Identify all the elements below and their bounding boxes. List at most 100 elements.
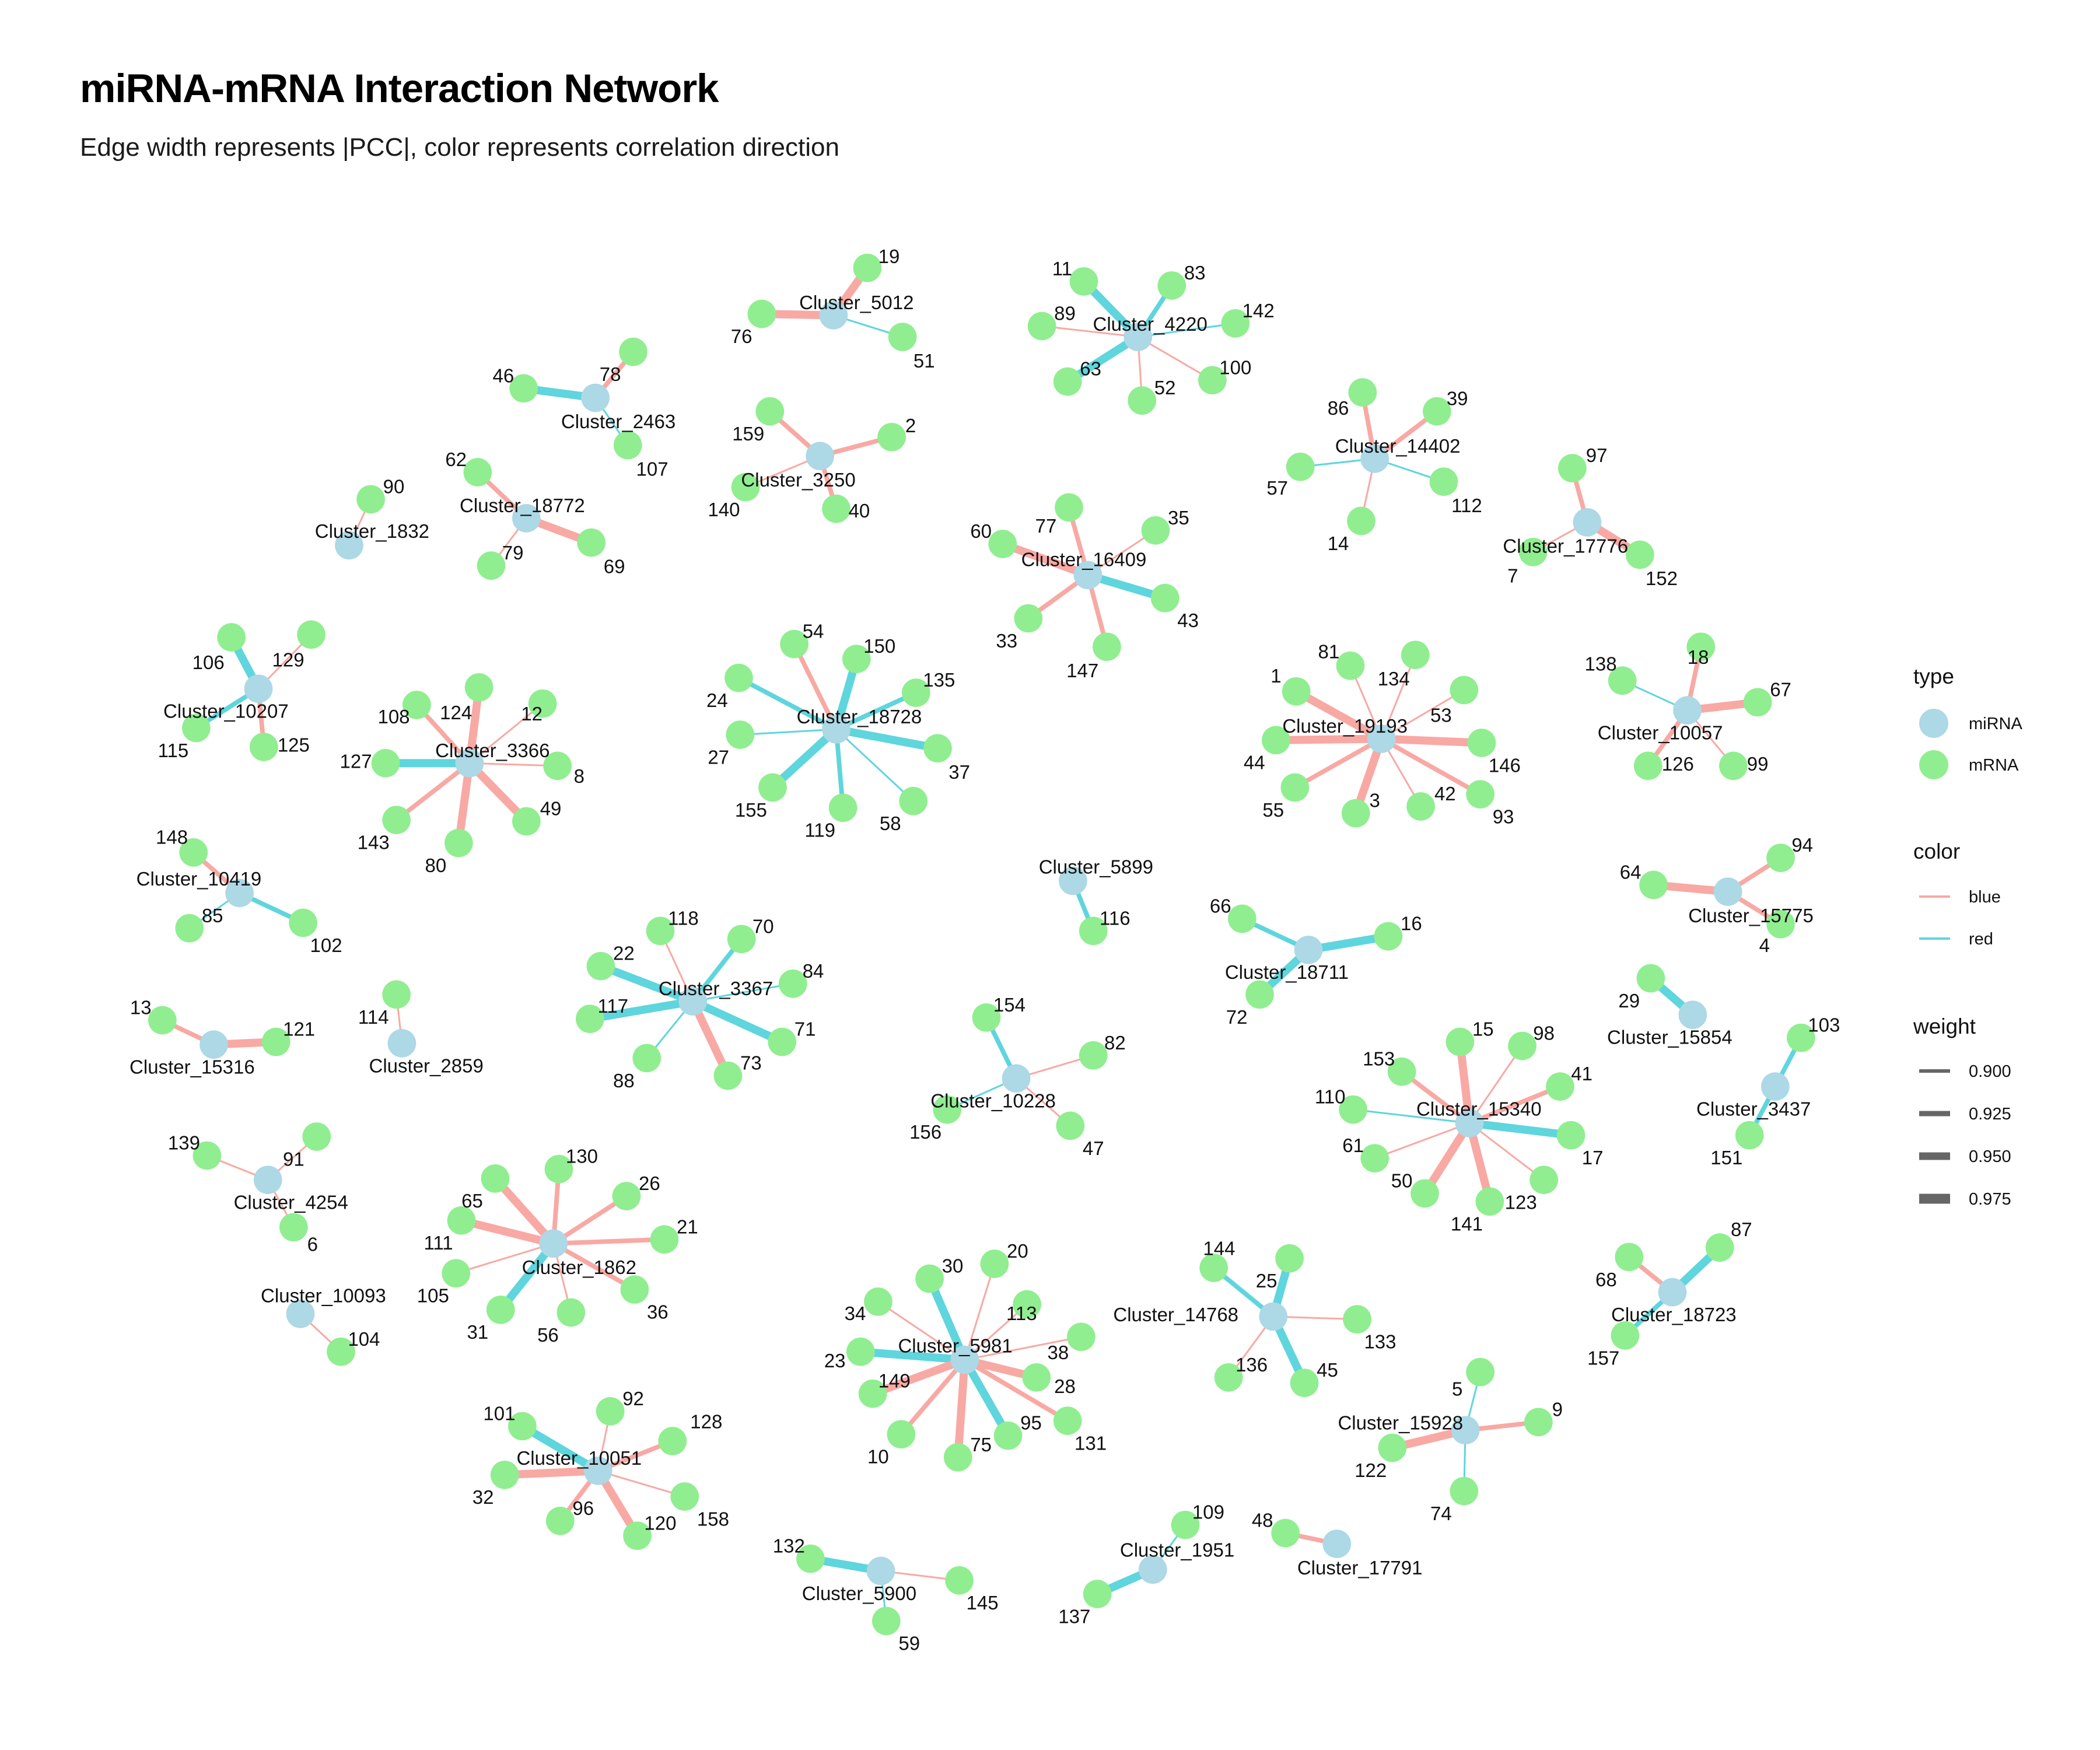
legend-color: color blue red	[1913, 839, 2001, 949]
edge-cluster-1862-65	[492, 1175, 556, 1247]
mrna-node-142	[1221, 309, 1250, 338]
edge-cluster-1862-21	[553, 1237, 665, 1246]
edge-cluster-5981-20	[964, 1264, 996, 1360]
mrna-node-139	[192, 1141, 222, 1170]
mirna-node-cluster-4220	[1124, 323, 1153, 351]
edge-cluster-10051-158	[597, 1469, 685, 1497]
mrna-node-24	[724, 663, 753, 692]
mrna-label-87: 87	[1731, 1219, 1752, 1240]
mrna-label-10: 10	[867, 1446, 889, 1468]
mrna-label-58: 58	[880, 813, 901, 834]
legend-weight-title: weight	[1913, 1014, 1976, 1038]
mirna-label-cluster-3437: Cluster_3437	[1696, 1098, 1811, 1120]
mrna-label-69: 69	[604, 555, 625, 577]
mrna-label-97: 97	[1586, 444, 1608, 466]
mrna-label-38: 38	[1048, 1342, 1069, 1363]
mrna-node-40	[822, 494, 850, 523]
mrna-node-143	[382, 806, 411, 835]
mrna-node-61	[1360, 1144, 1390, 1172]
mrna-label-43: 43	[1177, 610, 1199, 631]
mrna-node-133	[1343, 1305, 1371, 1334]
mrna-label-118: 118	[668, 907, 699, 929]
mrna-node-34	[864, 1287, 892, 1316]
mrna-node-79	[477, 551, 506, 580]
edge-cluster-15340-98	[1468, 1045, 1523, 1124]
mirna-node-cluster-10207	[244, 674, 273, 704]
mrna-label-100: 100	[1219, 356, 1251, 378]
legend-weight-label-0950: 0.950	[1969, 1147, 2011, 1166]
mrna-node-21	[650, 1225, 679, 1254]
mrna-label-22: 22	[613, 943, 635, 964]
mirna-node-cluster-18711	[1294, 935, 1323, 964]
mrna-label-127: 127	[340, 750, 372, 772]
mrna-node-47	[1056, 1111, 1085, 1140]
mrna-node-131	[1053, 1406, 1082, 1435]
mirna-label-cluster-18772: Cluster_18772	[460, 495, 585, 516]
mrna-label-57: 57	[1266, 477, 1288, 499]
mrna-node-138	[1608, 666, 1637, 695]
mrna-node-49	[512, 807, 541, 836]
mrna-node-32	[490, 1460, 519, 1489]
mrna-node-123	[1530, 1166, 1559, 1195]
mrna-label-158: 158	[697, 1508, 729, 1530]
mrna-node-109	[1171, 1510, 1200, 1539]
legend-mrna-label: mRNA	[1969, 756, 2019, 775]
mrna-label-67: 67	[1770, 678, 1791, 700]
mrna-node-16	[1374, 922, 1403, 951]
mrna-label-15: 15	[1472, 1019, 1494, 1040]
mrna-node-154	[972, 1003, 1001, 1032]
mirna-label-cluster-10207: Cluster_10207	[163, 701, 289, 722]
mrna-label-103: 103	[1808, 1014, 1840, 1036]
edge-cluster-3366-143	[395, 761, 471, 822]
mrna-label-37: 37	[949, 761, 970, 783]
mirna-node-cluster-19193	[1367, 724, 1396, 753]
edge-cluster-5981-38	[964, 1336, 1082, 1361]
nodes-layer	[148, 253, 1815, 1636]
edge-cluster-15340-61	[1374, 1122, 1470, 1159]
mirna-node-cluster-17791	[1322, 1530, 1352, 1559]
mirna-label-cluster-10419: Cluster_10419	[136, 868, 262, 890]
legend-type: type miRNA mRNA	[1913, 664, 2022, 779]
mrna-label-2: 2	[905, 415, 916, 436]
mrna-node-125	[249, 733, 278, 761]
mrna-label-122: 122	[1354, 1460, 1387, 1481]
mrna-label-1: 1	[1270, 665, 1281, 687]
mrna-node-95	[993, 1421, 1023, 1450]
mirna-node-cluster-14768	[1259, 1302, 1288, 1331]
mirna-label-cluster-15316: Cluster_15316	[130, 1056, 255, 1078]
mirna-label-cluster-10093: Cluster_10093	[261, 1285, 386, 1307]
mrna-label-91: 91	[283, 1148, 304, 1170]
mrna-label-150: 150	[863, 635, 895, 657]
edge-cluster-3367-71	[691, 998, 784, 1046]
mrna-node-57	[1286, 452, 1315, 481]
mrna-node-118	[646, 916, 675, 946]
edge-cluster-19193-44	[1276, 734, 1382, 744]
edge-cluster-5981-34	[877, 1301, 965, 1361]
mrna-node-27	[726, 720, 755, 749]
mrna-node-11	[1069, 267, 1098, 296]
mirna-label-cluster-15775: Cluster_15775	[1688, 905, 1814, 926]
mrna-label-142: 142	[1242, 300, 1275, 321]
mrna-node-13	[148, 1006, 177, 1035]
mirna-node-cluster-5899	[1059, 866, 1087, 895]
mrna-node-92	[596, 1396, 625, 1426]
mrna-label-9: 9	[1552, 1398, 1563, 1420]
mrna-label-30: 30	[942, 1255, 964, 1277]
mrna-label-50: 50	[1391, 1170, 1413, 1191]
mrna-label-12: 12	[521, 703, 542, 724]
mrna-label-156: 156	[909, 1121, 942, 1143]
edge-cluster-1862-111	[460, 1216, 555, 1248]
edge-cluster-18728-155	[769, 726, 839, 791]
edge-cluster-5981-149	[871, 1356, 967, 1398]
mrna-label-138: 138	[1585, 653, 1617, 674]
mrna-node-7	[1518, 538, 1548, 566]
mrna-node-46	[509, 374, 538, 403]
edge-cluster-5981-23	[860, 1348, 965, 1364]
mrna-node-3	[1341, 799, 1370, 828]
edge-cluster-18728-54	[792, 643, 839, 730]
legend-type-title: type	[1913, 664, 1954, 688]
mrna-label-32: 32	[473, 1486, 494, 1508]
mrna-node-71	[768, 1027, 797, 1056]
mrna-label-119: 119	[804, 820, 835, 841]
mrna-node-147	[1093, 632, 1121, 662]
